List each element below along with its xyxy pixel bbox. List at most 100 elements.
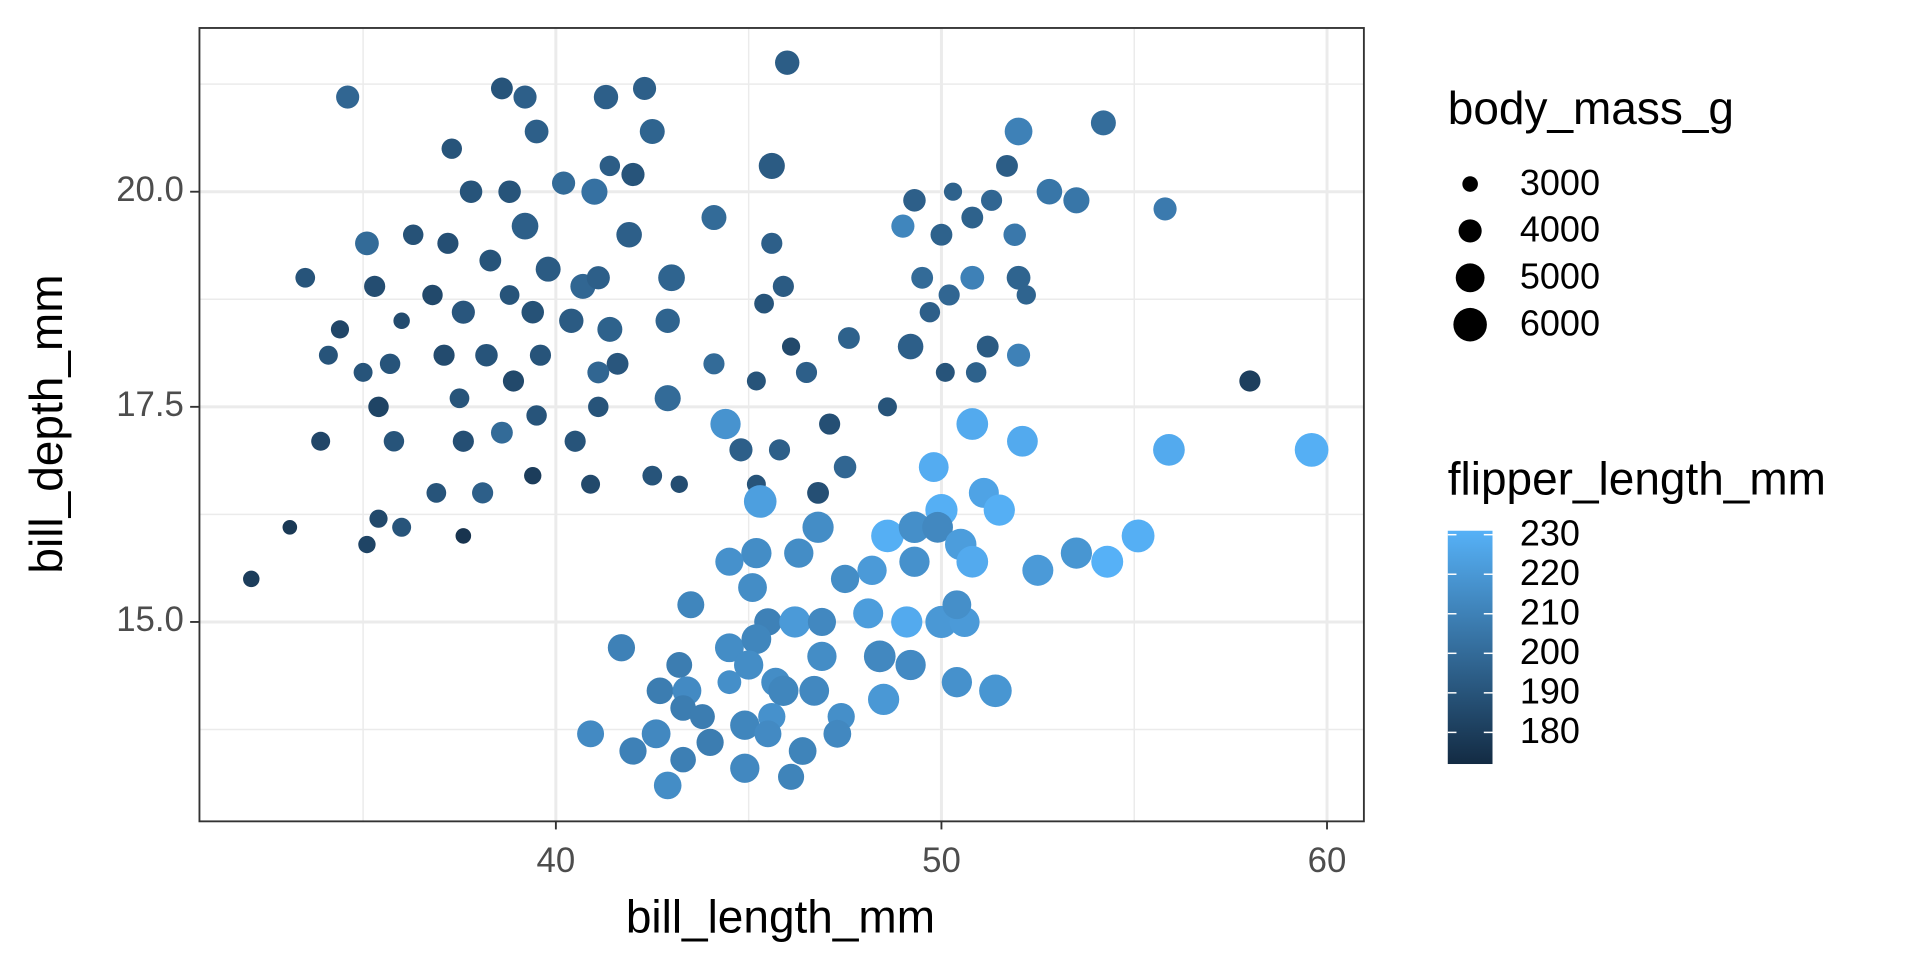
- point: [511, 212, 539, 240]
- point: [807, 641, 837, 672]
- size-legend-key: [1455, 263, 1485, 293]
- point: [778, 763, 805, 790]
- point: [1003, 223, 1026, 246]
- point: [670, 695, 696, 721]
- point: [358, 535, 376, 554]
- point: [670, 746, 696, 773]
- point: [451, 300, 475, 324]
- point: [730, 710, 760, 740]
- point: [738, 573, 767, 602]
- point: [784, 538, 814, 568]
- point: [898, 511, 931, 544]
- point: [552, 171, 576, 195]
- point: [943, 182, 963, 201]
- point: [422, 284, 443, 306]
- point: [1153, 433, 1185, 466]
- colorbar-label: 210: [1520, 592, 1580, 633]
- point: [621, 162, 645, 187]
- point: [459, 180, 483, 203]
- point: [490, 421, 513, 444]
- point: [1121, 519, 1155, 553]
- colorbar-label: 180: [1520, 710, 1580, 751]
- colorbar: [1447, 530, 1493, 765]
- point: [857, 555, 887, 585]
- point: [616, 221, 642, 248]
- point: [529, 344, 552, 366]
- size-legend-key: [1458, 219, 1482, 243]
- point: [426, 483, 447, 503]
- point: [983, 494, 1015, 526]
- point: [715, 547, 744, 576]
- point: [577, 720, 605, 748]
- point: [979, 674, 1012, 708]
- size-legend-label: 5000: [1520, 256, 1600, 297]
- point: [336, 85, 360, 109]
- point: [960, 265, 985, 290]
- point: [1004, 117, 1033, 146]
- point: [795, 361, 818, 384]
- size-legend-title: body_mass_g: [1448, 82, 1734, 134]
- point: [559, 308, 584, 333]
- point: [942, 590, 972, 620]
- point: [498, 180, 521, 203]
- point: [863, 640, 896, 673]
- point: [729, 438, 753, 462]
- x-tick-label: 40: [537, 841, 576, 880]
- size-legend-key: [1453, 307, 1487, 342]
- point: [353, 362, 373, 382]
- point: [383, 431, 405, 452]
- point: [632, 76, 657, 101]
- point: [379, 353, 401, 375]
- point: [441, 138, 462, 159]
- point: [588, 396, 609, 418]
- size-legend-label: 6000: [1520, 302, 1600, 343]
- point: [564, 430, 586, 452]
- point: [619, 737, 647, 765]
- point: [830, 564, 860, 594]
- point: [526, 405, 547, 426]
- colorbar-label: 220: [1520, 552, 1580, 593]
- x-axis-title: bill_length_mm: [626, 890, 935, 942]
- point: [891, 606, 923, 638]
- y-tick-label: 17.5: [116, 385, 184, 424]
- point: [433, 344, 455, 366]
- point: [393, 312, 410, 330]
- point: [654, 385, 681, 412]
- point: [754, 293, 774, 314]
- point: [911, 266, 934, 289]
- point: [961, 206, 984, 229]
- point: [980, 189, 1003, 211]
- point: [1294, 432, 1329, 467]
- point: [368, 396, 389, 418]
- point: [475, 343, 498, 367]
- point: [714, 633, 744, 663]
- point: [535, 256, 561, 282]
- point: [658, 264, 685, 292]
- plot-border: [198, 27, 1365, 823]
- point: [472, 482, 494, 504]
- point: [730, 753, 760, 783]
- point: [666, 652, 693, 678]
- point: [586, 266, 610, 290]
- point: [455, 528, 472, 544]
- point: [717, 670, 742, 695]
- point: [1016, 285, 1036, 305]
- point: [1006, 265, 1031, 290]
- point: [452, 430, 474, 452]
- point: [607, 634, 636, 662]
- point: [1063, 187, 1090, 214]
- point: [935, 362, 955, 382]
- point: [599, 155, 621, 177]
- point: [606, 352, 629, 375]
- point: [311, 431, 331, 451]
- point: [768, 675, 799, 706]
- point: [689, 704, 715, 730]
- point: [655, 308, 680, 333]
- point: [772, 275, 794, 297]
- point: [754, 720, 782, 748]
- point: [741, 537, 772, 569]
- point: [502, 370, 525, 392]
- point: [677, 591, 705, 619]
- point: [919, 301, 941, 323]
- point: [775, 50, 800, 75]
